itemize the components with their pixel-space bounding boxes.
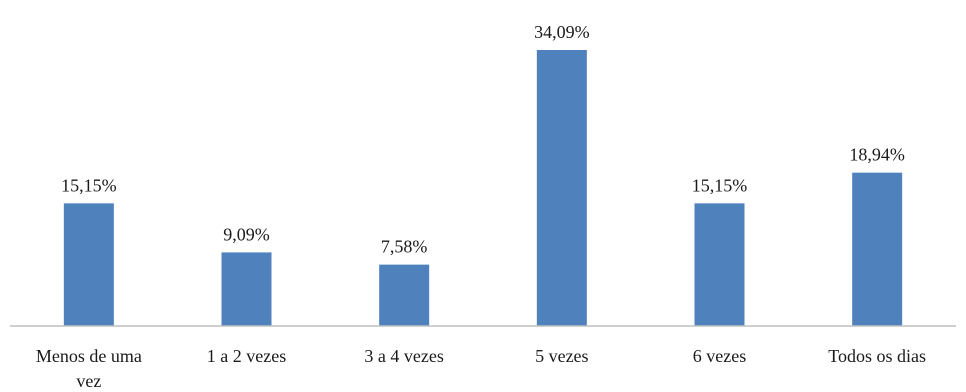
bar-5 [852,172,903,326]
data-label-4: 15,15% [692,175,748,195]
category-label-1: 1 a 2 vezes [207,346,286,366]
data-label-3: 34,09% [534,22,590,42]
data-label-0: 15,15% [61,175,117,195]
bar-1 [221,252,272,326]
category-label-3: 5 vezes [535,346,588,366]
bar-4 [694,203,745,326]
data-labels-group: 15,15% 9,09% 7,58% 34,09% 15,15% 18,94% [61,22,905,257]
bar-2 [379,264,430,326]
category-label-4: 6 vezes [693,346,746,366]
category-label-3-line-0: 5 vezes [535,346,588,366]
bars-group [63,50,903,326]
category-label-0: Menos de uma vez [36,346,142,391]
category-label-2-line-0: 3 a 4 vezes [364,346,443,366]
category-label-4-line-0: 6 vezes [693,346,746,366]
category-label-0-line-1: vez [76,371,101,391]
category-label-2: 3 a 4 vezes [364,346,443,366]
data-label-1: 9,09% [223,224,270,244]
data-label-5: 18,94% [849,145,905,165]
category-label-1-line-0: 1 a 2 vezes [207,346,286,366]
data-label-2: 7,58% [381,237,428,257]
category-labels-group: Menos de uma vez 1 a 2 vezes 3 a 4 vezes 5 v… [36,346,926,391]
bar-0 [63,203,114,326]
bar-3 [536,50,587,326]
category-label-5-line-0: Todos os dias [828,346,926,366]
category-label-0-line-0: Menos de uma [36,346,142,366]
category-label-5: Todos os dias [828,346,926,366]
